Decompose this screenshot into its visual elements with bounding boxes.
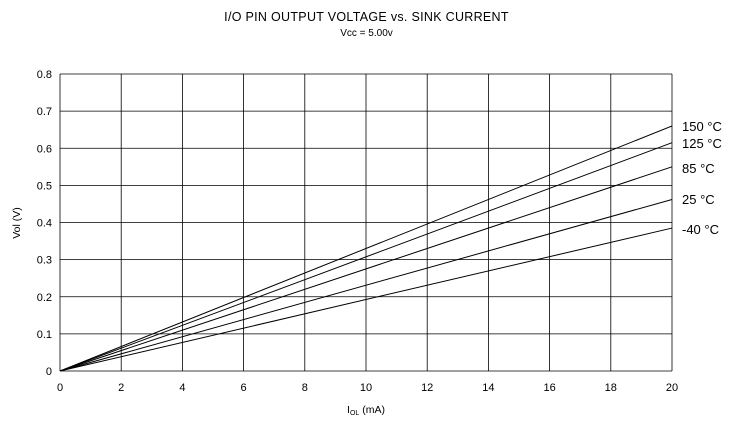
- y-tick-label: 0.2: [37, 292, 52, 304]
- y-tick-labels: 0 0.1 0.2 0.3 0.4 0.5 0.6 0.7 0.8: [37, 69, 52, 378]
- y-tick-label: 0: [46, 366, 52, 378]
- series-label: 85 °C: [682, 161, 715, 176]
- series-labels: 150 °C 125 °C 85 °C 25 °C -40 °C: [682, 119, 722, 237]
- x-tick-label: 20: [666, 382, 678, 394]
- series-label: 25 °C: [682, 192, 715, 207]
- x-tick-label: 10: [360, 382, 372, 394]
- x-tick-label: 0: [57, 382, 63, 394]
- x-tick-label: 18: [605, 382, 617, 394]
- series-line: [59, 199, 673, 372]
- x-tick-label: 2: [118, 382, 124, 394]
- series-lines: [59, 125, 673, 372]
- x-tick-label: 14: [482, 382, 494, 394]
- x-tick-label: 4: [179, 382, 185, 394]
- series-label: -40 °C: [682, 222, 719, 237]
- series-line: [59, 166, 673, 372]
- y-tick-label: 0.6: [37, 143, 52, 155]
- y-tick-label: 0.4: [37, 218, 52, 230]
- chart-subtitle: Vcc = 5.00v: [340, 28, 393, 39]
- chart-title: I/O PIN OUTPUT VOLTAGE vs. SINK CURRENT: [224, 10, 509, 24]
- y-tick-label: 0.8: [37, 69, 52, 81]
- grid-lines: [59, 73, 673, 372]
- x-tick-label: 12: [421, 382, 433, 394]
- x-tick-label: 6: [241, 382, 247, 394]
- x-tick-label: 8: [302, 382, 308, 394]
- y-axis-label: Vol (V): [11, 207, 23, 239]
- x-tick-label: 16: [543, 382, 555, 394]
- x-axis-label-sub: OL: [350, 410, 359, 417]
- series-line: [59, 142, 673, 372]
- y-tick-label: 0.5: [37, 180, 52, 192]
- y-tick-label: 0.7: [37, 106, 52, 118]
- x-axis-label-main: I: [347, 404, 350, 416]
- series-label: 150 °C: [682, 119, 722, 134]
- y-tick-label: 0.3: [37, 255, 52, 267]
- series-label: 125 °C: [682, 136, 722, 151]
- y-tick-label: 0.1: [37, 329, 52, 341]
- x-axis-label-unit: (mA): [359, 404, 385, 416]
- series-line: [59, 227, 673, 372]
- x-tick-labels: 0 2 4 6 8 10 12 14 16 18 20: [57, 382, 678, 394]
- series-line: [59, 125, 673, 372]
- x-axis-label: IOL (mA): [347, 404, 385, 417]
